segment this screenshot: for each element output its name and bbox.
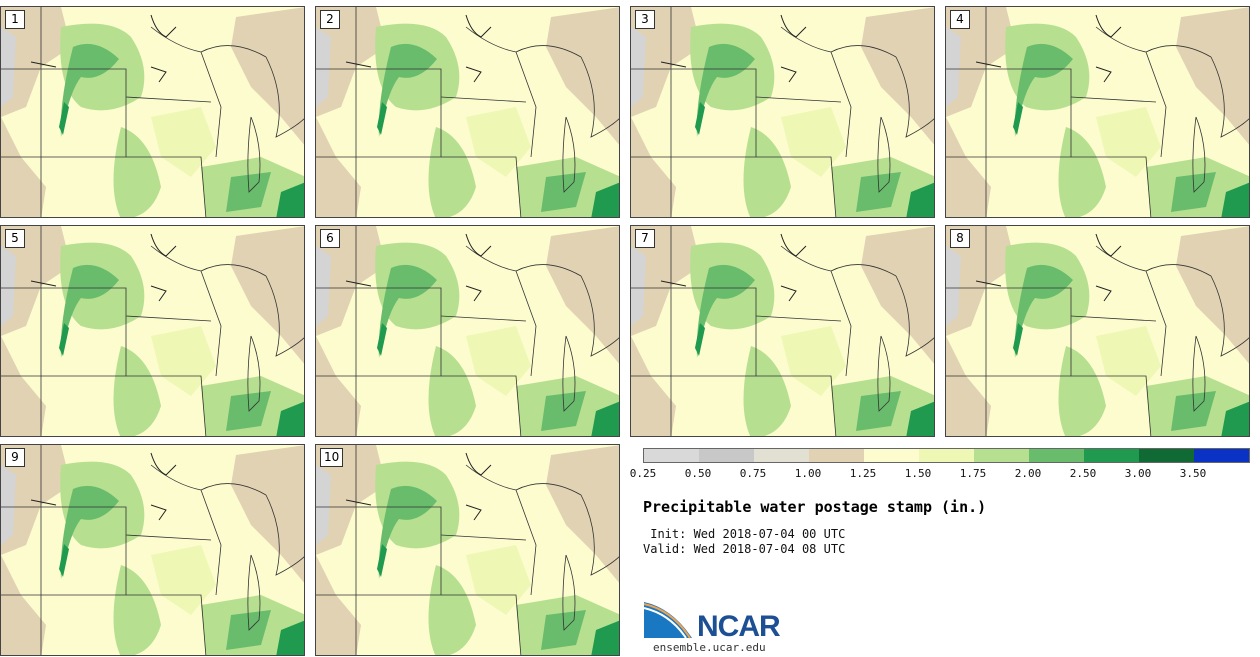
panel-number: 1 <box>5 10 25 29</box>
panel-number: 4 <box>950 10 970 29</box>
valid-time: Valid: Wed 2018-07-04 08 UTC <box>643 542 846 556</box>
precip-map <box>631 7 934 217</box>
colorbar-swatch <box>1029 449 1084 462</box>
precip-map <box>316 7 619 217</box>
forecast-panel: 2 <box>315 6 620 218</box>
colorbar-tick-label: 1.25 <box>849 467 877 480</box>
panel-number: 3 <box>635 10 655 29</box>
forecast-panel: 1 <box>0 6 305 218</box>
colorbar-tick-label: 0.75 <box>739 467 767 480</box>
forecast-panel: 10 <box>315 444 620 656</box>
forecast-panel: 3 <box>630 6 935 218</box>
panel-number: 10 <box>320 448 344 467</box>
forecast-panel: 9 <box>0 444 305 656</box>
colorbar-swatch <box>644 449 699 462</box>
precip-map <box>316 445 619 655</box>
colorbar-swatch <box>1139 449 1194 462</box>
colorbar-swatch <box>754 449 809 462</box>
precip-map <box>1 226 304 436</box>
plot-title: Precipitable water postage stamp (in.) <box>643 498 987 516</box>
panel-number: 7 <box>635 229 655 248</box>
panel-number: 9 <box>5 448 25 467</box>
colorbar-swatch <box>1194 449 1249 462</box>
panel-number: 5 <box>5 229 25 248</box>
colorbar-tick-label: 3.50 <box>1179 467 1207 480</box>
panel-number: 8 <box>950 229 970 248</box>
precip-map <box>946 7 1249 217</box>
colorbar-tick-label: 2.00 <box>1014 467 1042 480</box>
precip-map <box>631 226 934 436</box>
ncar-logo-text: NCAR <box>697 610 781 643</box>
colorbar-swatch <box>1084 449 1139 462</box>
colorbar-swatch <box>919 449 974 462</box>
colorbar-swatch <box>864 449 919 462</box>
precip-map <box>1 7 304 217</box>
colorbar <box>643 448 1250 463</box>
colorbar-tick-label: 0.50 <box>684 467 712 480</box>
precip-map <box>1 445 304 655</box>
colorbar-tick-label: 1.00 <box>794 467 822 480</box>
colorbar-tick-label: 1.50 <box>904 467 932 480</box>
colorbar-swatch <box>809 449 864 462</box>
forecast-panel: 7 <box>630 225 935 437</box>
colorbar-tick-label: 2.50 <box>1069 467 1097 480</box>
panel-number: 2 <box>320 10 340 29</box>
panel-number: 6 <box>320 229 340 248</box>
forecast-panel: 5 <box>0 225 305 437</box>
ensemble-url[interactable]: ensemble.ucar.edu <box>653 641 766 654</box>
init-time: Init: Wed 2018-07-04 00 UTC <box>643 527 846 541</box>
precip-map <box>946 226 1249 436</box>
colorbar-swatch <box>699 449 754 462</box>
forecast-panel: 8 <box>945 225 1250 437</box>
colorbar-tick-label: 1.75 <box>959 467 987 480</box>
colorbar-tick-label: 3.00 <box>1124 467 1152 480</box>
forecast-panel: 4 <box>945 6 1250 218</box>
colorbar-tick-label: 0.25 <box>629 467 657 480</box>
colorbar-swatch <box>974 449 1029 462</box>
precip-map <box>316 226 619 436</box>
forecast-panel: 6 <box>315 225 620 437</box>
ncar-logo-icon <box>643 602 692 639</box>
